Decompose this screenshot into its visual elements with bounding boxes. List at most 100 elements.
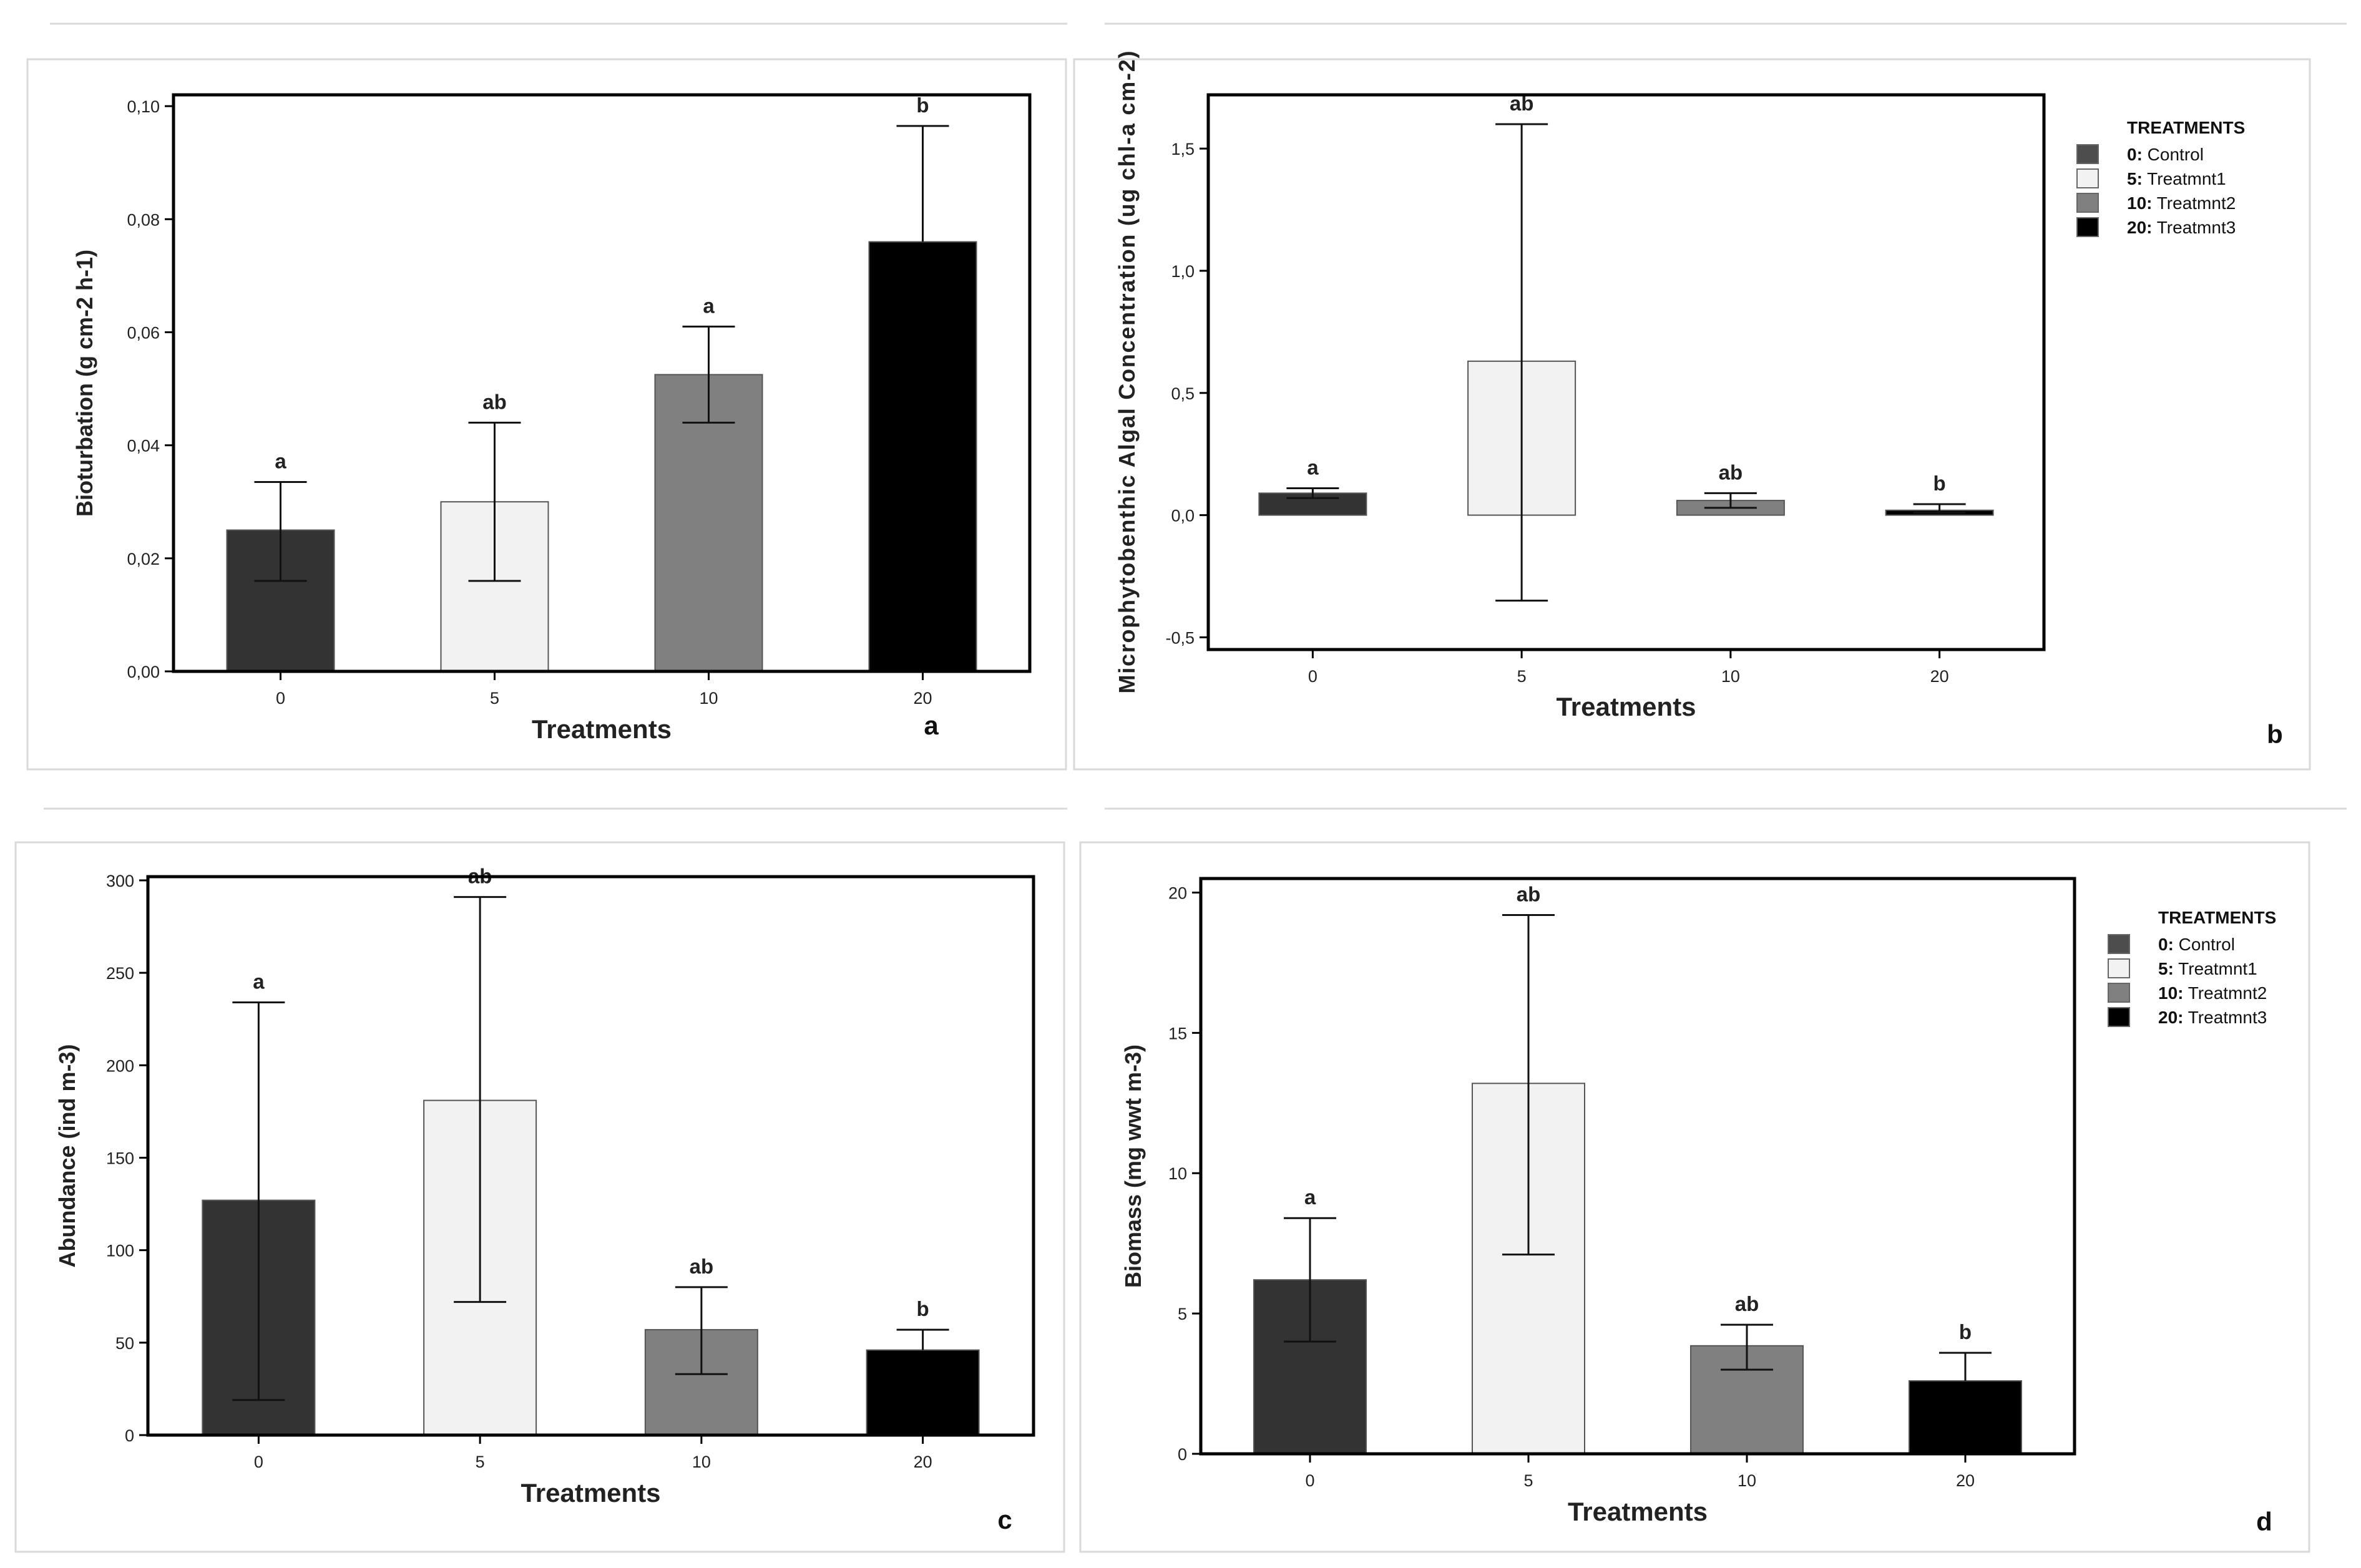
x-axis-label: Treatments	[521, 1478, 660, 1507]
y-axis-label: Abundance (ind m-3)	[54, 1045, 80, 1268]
error-bar-20	[896, 1328, 949, 1350]
legend-swatch	[2076, 144, 2099, 164]
legend-title: TREATMENTS	[2127, 118, 2245, 137]
x-tick-label: 20	[1956, 1471, 1975, 1490]
legend-item-text: Control	[2174, 935, 2235, 954]
y-tick-label: 5	[1178, 1305, 1187, 1323]
significance-label-5: ab	[482, 390, 507, 413]
x-tick-label: 20	[913, 689, 932, 708]
legend-title: TREATMENTS	[2158, 908, 2276, 927]
legend-swatch	[2108, 934, 2130, 954]
legend-item-text: Treatmnt3	[2152, 218, 2236, 237]
y-tick-label: 0,0	[1171, 507, 1195, 525]
x-tick-label: 5	[1523, 1471, 1533, 1490]
x-axis-label: Treatments	[532, 714, 672, 744]
error-bar-10	[1721, 1323, 1773, 1371]
panel-letter: a	[924, 711, 939, 740]
legend-item-label: 5: Treatmnt1	[2127, 169, 2226, 188]
legend-item-label: 10: Treatmnt2	[2158, 983, 2267, 1003]
y-tick-label: 50	[115, 1334, 134, 1353]
legend-swatch	[2076, 217, 2099, 237]
x-tick-label: 10	[1738, 1471, 1756, 1490]
y-tick-label: -0,5	[1165, 628, 1195, 647]
y-tick-label: 250	[106, 964, 134, 983]
error-bar-5	[1502, 913, 1555, 1256]
plot-frame	[172, 93, 1032, 673]
legend-item-code: 0:	[2127, 145, 2143, 164]
legend-swatch	[2108, 983, 2130, 1003]
legend-item-code: 20:	[2127, 218, 2152, 237]
error-bar-5	[1495, 123, 1548, 602]
error-bar-0	[254, 481, 307, 582]
legend-swatch	[2076, 193, 2099, 213]
legend-item-code: 20:	[2158, 1008, 2183, 1027]
error-bar-10	[682, 325, 735, 424]
x-axis-label: Treatments	[1568, 1497, 1708, 1526]
panel-letter: c	[997, 1505, 1012, 1534]
plot-frame	[146, 875, 1035, 1437]
x-tick-label: 0	[276, 689, 285, 708]
significance-label-10: ab	[1735, 1292, 1759, 1315]
x-tick-label: 5	[490, 689, 499, 708]
x-tick-label: 0	[1305, 1471, 1314, 1490]
legend: TREATMENTS 0: Control 5: Treatmnt1 10: Trea…	[2076, 118, 2245, 237]
significance-label-0: a	[1304, 1186, 1316, 1209]
error-bar-5	[454, 896, 507, 1303]
legend-swatch	[2076, 168, 2099, 188]
error-bar-20	[1939, 1351, 1992, 1381]
legend-item-label: 20: Treatmnt3	[2158, 1008, 2267, 1027]
legend-item-text: Treatmnt3	[2183, 1008, 2267, 1027]
significance-label-20: b	[1959, 1320, 1972, 1343]
legend-item-label: 10: Treatmnt2	[2127, 193, 2236, 213]
bar-20	[868, 241, 977, 672]
significance-label-10: ab	[1719, 460, 1743, 484]
legend-item-code: 10:	[2127, 193, 2152, 213]
legend-item-code: 10:	[2158, 983, 2183, 1003]
y-tick-label: 0,02	[127, 550, 160, 568]
legend-item-code: 5:	[2127, 169, 2143, 188]
y-tick-label: 0,10	[127, 97, 160, 116]
y-tick-label: 0,5	[1171, 384, 1195, 403]
y-tick-label: 1,5	[1171, 140, 1195, 158]
y-tick-label: 10	[1168, 1164, 1187, 1183]
significance-label-10: ab	[690, 1255, 714, 1278]
significance-label-0: a	[275, 450, 286, 473]
legend-item-code: 5:	[2158, 959, 2174, 978]
y-tick-label: 0,04	[127, 437, 160, 455]
panel-frames	[14, 22, 2347, 1553]
significance-label-10: a	[703, 294, 715, 317]
legend-item-label: 20: Treatmnt3	[2127, 218, 2236, 237]
x-axis-label: Treatments	[1556, 692, 1696, 721]
error-bar-0	[1286, 487, 1339, 499]
y-tick-label: 20	[1168, 884, 1187, 902]
legend-item-text: Treatmnt1	[2174, 959, 2257, 978]
panel-letter: b	[2267, 719, 2283, 749]
error-bar-0	[1284, 1217, 1336, 1343]
y-axis-label: Microphytobenthic Algal Concentration (u…	[1114, 51, 1140, 694]
legend-item-label: 5: Treatmnt1	[2158, 959, 2257, 978]
y-tick-label: 300	[106, 872, 134, 890]
legend-item-text: Treatmnt2	[2152, 193, 2236, 213]
x-tick-label: 5	[1517, 667, 1527, 686]
x-tick-label: 0	[1308, 667, 1317, 686]
y-tick-label: 0	[125, 1426, 134, 1445]
significance-label-0: a	[1307, 456, 1319, 479]
x-tick-label: 10	[699, 689, 718, 708]
legend-item-label: 0: Control	[2127, 145, 2204, 164]
plot-frame	[1199, 877, 2076, 1456]
error-bar-5	[468, 421, 521, 582]
error-bar-10	[675, 1286, 728, 1375]
y-tick-label: 15	[1168, 1024, 1187, 1043]
x-tick-label: 5	[476, 1453, 485, 1471]
error-bar-10	[1704, 492, 1757, 509]
bar-20	[1909, 1380, 2022, 1455]
error-bar-0	[232, 1001, 285, 1401]
plot-frame	[1206, 93, 2046, 651]
y-axis-label: Biomass (mg wwt m-3)	[1120, 1045, 1146, 1288]
bar-20	[866, 1349, 980, 1436]
legend-item-text: Treatmnt1	[2143, 169, 2226, 188]
significance-label-20: b	[917, 1297, 929, 1320]
